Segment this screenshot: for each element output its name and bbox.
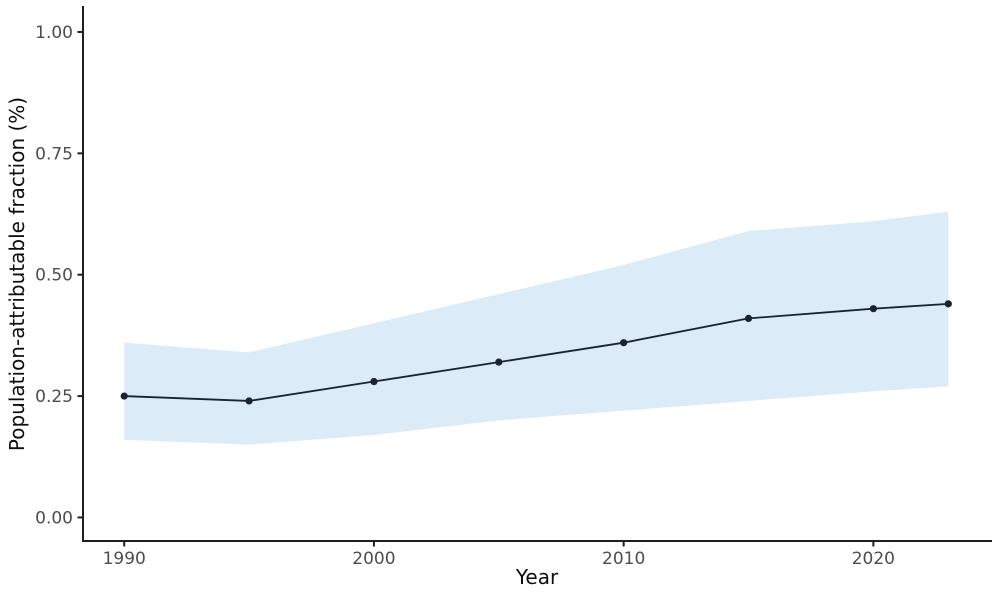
confidence-band (124, 211, 949, 445)
trend-line (123, 302, 950, 402)
data-point (869, 305, 877, 313)
y-ticks: 0.00 0.25 0.50 0.75 1.00 (35, 23, 83, 528)
data-point (495, 358, 503, 366)
data-point (620, 339, 628, 347)
y-tick-label: 0.00 (35, 508, 73, 528)
data-point (370, 377, 378, 386)
x-ticks: 1990 2000 2010 2020 (103, 541, 895, 569)
data-point (944, 300, 952, 308)
ribbon-layer (124, 211, 949, 445)
x-tick-label: 2000 (352, 549, 395, 569)
y-axis: 0.00 0.25 0.50 0.75 1.00 (35, 6, 84, 541)
x-axis: 1990 2000 2010 2020 (82, 540, 992, 569)
points-layer (120, 300, 952, 405)
data-point (120, 392, 128, 400)
x-tick-label: 2010 (602, 549, 645, 569)
y-axis-title: Population-attributable fraction (%) (5, 97, 29, 451)
x-axis-title: Year (515, 565, 559, 589)
x-tick-label: 2020 (852, 549, 895, 569)
y-tick-label: 0.50 (35, 266, 73, 286)
y-tick-label: 1.00 (35, 23, 73, 43)
data-point (245, 397, 253, 405)
data-point (744, 314, 753, 323)
y-tick-label: 0.75 (35, 144, 73, 164)
x-tick-label: 1990 (103, 549, 146, 569)
series-line-layer (123, 302, 950, 402)
y-tick-label: 0.25 (35, 387, 73, 407)
